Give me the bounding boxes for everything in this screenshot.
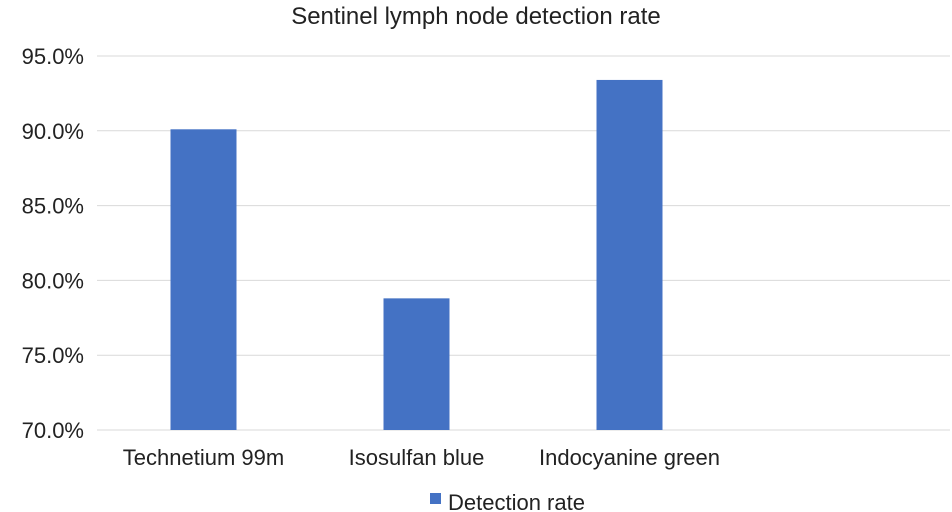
legend-label: Detection rate xyxy=(448,490,585,512)
x-category-label: Isosulfan blue xyxy=(349,445,485,470)
y-tick-label: 90.0% xyxy=(22,119,84,144)
x-category-label: Technetium 99m xyxy=(123,445,284,470)
gridlines xyxy=(97,55,950,431)
y-tick-label: 95.0% xyxy=(22,44,84,69)
bar xyxy=(596,79,663,430)
y-tick-label: 75.0% xyxy=(22,343,84,368)
y-tick-label: 80.0% xyxy=(22,268,84,293)
x-category-label: Indocyanine green xyxy=(539,445,720,470)
chart-title: Sentinel lymph node detection rate xyxy=(291,3,661,30)
y-tick-label: 70.0% xyxy=(22,418,84,443)
x-axis-category-labels: Technetium 99m Isosulfan blue Indocyanine … xyxy=(123,445,720,470)
y-axis-tick-labels: 70.0% 75.0% 80.0% 85.0% 90.0% 95.0% xyxy=(22,44,84,443)
bar xyxy=(170,129,237,430)
legend-swatch xyxy=(430,493,441,504)
y-tick-label: 85.0% xyxy=(22,194,84,219)
bar xyxy=(383,298,450,430)
legend: Detection rate xyxy=(430,490,585,512)
bars xyxy=(170,79,663,430)
